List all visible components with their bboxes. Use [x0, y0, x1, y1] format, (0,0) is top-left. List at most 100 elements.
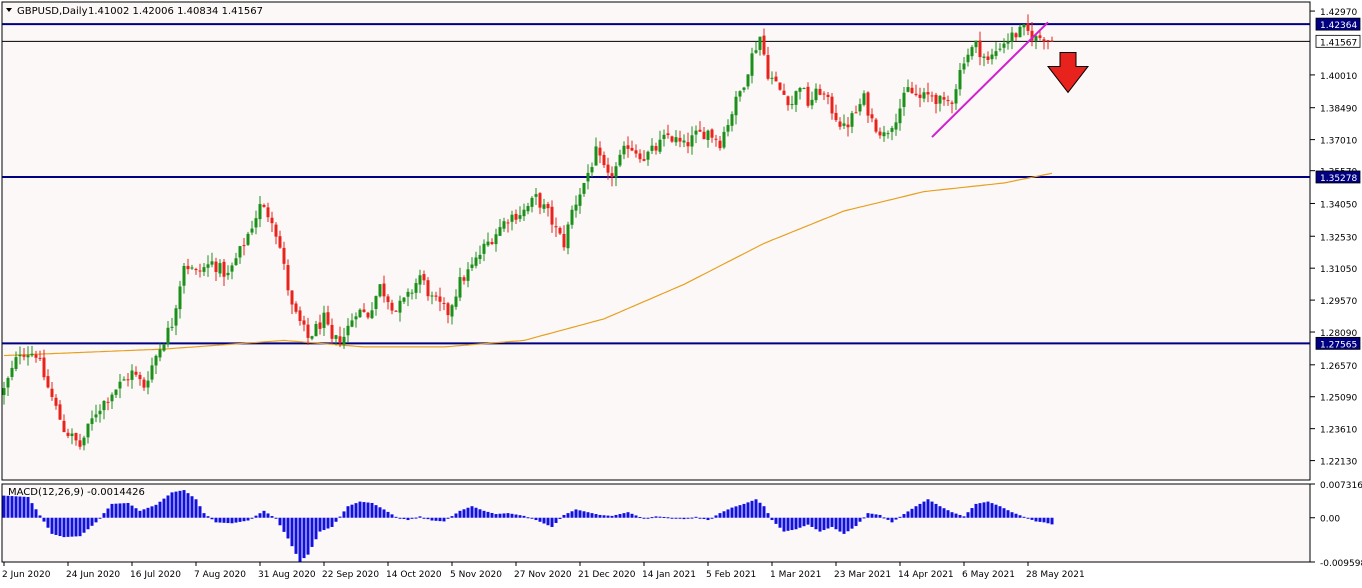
candle-bear[interactable] — [1030, 30, 1034, 41]
macd-bar[interactable] — [942, 508, 946, 518]
macd-bar[interactable] — [866, 513, 870, 518]
candle-bear[interactable] — [598, 147, 602, 156]
macd-bar[interactable] — [342, 511, 346, 518]
candle-bear[interactable] — [978, 40, 982, 58]
macd-bar[interactable] — [230, 517, 234, 524]
collapse-triangle-icon[interactable] — [6, 8, 12, 12]
candle-bear[interactable] — [538, 193, 542, 208]
macd-bar[interactable] — [426, 517, 430, 520]
candle-bull[interactable] — [614, 166, 618, 178]
macd-bar[interactable] — [1022, 516, 1026, 518]
candle-bear[interactable] — [426, 280, 430, 297]
candle-bull[interactable] — [890, 128, 894, 132]
macd-bar[interactable] — [814, 517, 818, 530]
candle-bull[interactable] — [998, 48, 1002, 50]
candle-bear[interactable] — [66, 432, 70, 436]
macd-bar[interactable] — [362, 502, 366, 518]
macd-bar[interactable] — [650, 517, 654, 519]
candle-bull[interactable] — [842, 123, 846, 126]
candle-bear[interactable] — [462, 277, 466, 281]
candle-bear[interactable] — [1046, 40, 1050, 42]
price-panel[interactable] — [1, 1, 1311, 481]
macd-bar[interactable] — [774, 517, 778, 524]
macd-bar[interactable] — [518, 515, 522, 518]
candle-bull[interactable] — [474, 257, 478, 266]
macd-bar[interactable] — [114, 503, 118, 518]
candle-bull[interactable] — [770, 77, 774, 79]
candle-bear[interactable] — [718, 140, 722, 149]
macd-bar[interactable] — [50, 517, 54, 534]
macd-bar[interactable] — [466, 507, 470, 518]
macd-bar[interactable] — [914, 506, 918, 518]
candle-bear[interactable] — [838, 121, 842, 127]
macd-bar[interactable] — [750, 500, 754, 518]
candle-bull[interactable] — [70, 433, 74, 437]
candle-bear[interactable] — [854, 112, 858, 114]
macd-bar[interactable] — [10, 496, 14, 518]
candle-bull[interactable] — [102, 400, 106, 411]
macd-bar[interactable] — [322, 517, 326, 531]
macd-bar[interactable] — [918, 503, 922, 518]
macd-bar[interactable] — [646, 517, 650, 519]
macd-bar[interactable] — [698, 517, 702, 519]
macd-bar[interactable] — [402, 517, 406, 519]
macd-bar[interactable] — [834, 517, 838, 530]
macd-bar[interactable] — [430, 517, 434, 521]
macd-bar[interactable] — [514, 514, 518, 518]
macd-bar[interactable] — [142, 509, 146, 518]
macd-bar[interactable] — [2, 495, 6, 518]
candle-bear[interactable] — [866, 92, 870, 116]
macd-bar[interactable] — [78, 517, 82, 537]
macd-bar[interactable] — [894, 517, 898, 520]
candle-bear[interactable] — [910, 87, 914, 94]
macd-bar[interactable] — [46, 517, 50, 528]
macd-bar[interactable] — [462, 509, 466, 518]
candle-bull[interactable] — [130, 370, 134, 380]
candle-bear[interactable] — [558, 227, 562, 234]
candle-bear[interactable] — [698, 129, 702, 132]
candle-bear[interactable] — [142, 379, 146, 388]
macd-bar[interactable] — [754, 499, 758, 518]
candle-bull[interactable] — [358, 309, 362, 318]
candle-bull[interactable] — [322, 312, 326, 328]
macd-bar[interactable] — [1010, 512, 1014, 518]
macd-bar[interactable] — [70, 517, 74, 537]
candle-bear[interactable] — [286, 265, 290, 291]
candle-bull[interactable] — [498, 227, 502, 236]
candle-bull[interactable] — [14, 357, 18, 369]
macd-bar[interactable] — [74, 517, 78, 537]
candle-bear[interactable] — [38, 357, 42, 359]
candle-bear[interactable] — [874, 119, 878, 132]
candle-bull[interactable] — [730, 114, 734, 126]
macd-bar[interactable] — [158, 501, 162, 518]
candle-bull[interactable] — [902, 92, 906, 108]
macd-bar[interactable] — [590, 513, 594, 518]
macd-bar[interactable] — [502, 513, 506, 518]
candle-bear[interactable] — [666, 133, 670, 136]
candle-bull[interactable] — [350, 320, 354, 327]
macd-bar[interactable] — [54, 517, 58, 535]
candle-bull[interactable] — [470, 264, 474, 268]
macd-bar[interactable] — [226, 517, 230, 524]
macd-bar[interactable] — [1026, 517, 1030, 519]
macd-bar[interactable] — [826, 517, 830, 529]
candle-bull[interactable] — [1002, 43, 1006, 48]
candle-bull[interactable] — [750, 53, 754, 76]
macd-bar[interactable] — [498, 513, 502, 518]
macd-bar[interactable] — [938, 506, 942, 518]
candle-bull[interactable] — [694, 130, 698, 135]
macd-bar[interactable] — [270, 516, 274, 518]
candle-bear[interactable] — [710, 129, 714, 138]
macd-bar[interactable] — [622, 513, 626, 518]
macd-bar[interactable] — [506, 513, 510, 518]
candle-bull[interactable] — [590, 167, 594, 173]
macd-bar[interactable] — [714, 515, 718, 518]
candle-bull[interactable] — [234, 258, 238, 266]
macd-bar[interactable] — [610, 515, 614, 518]
macd-bar[interactable] — [178, 490, 182, 518]
candle-bear[interactable] — [830, 96, 834, 114]
candle-bull[interactable] — [566, 224, 570, 249]
candle-bear[interactable] — [630, 147, 634, 151]
macd-bar[interactable] — [438, 517, 442, 522]
candle-bull[interactable] — [894, 122, 898, 130]
